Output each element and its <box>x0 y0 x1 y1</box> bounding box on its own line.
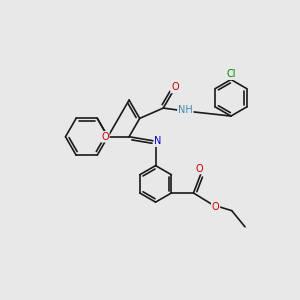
Text: O: O <box>101 132 109 142</box>
Text: NH: NH <box>178 105 193 115</box>
Text: N: N <box>154 136 162 146</box>
Text: Cl: Cl <box>226 69 236 79</box>
Text: O: O <box>212 202 219 212</box>
Text: O: O <box>196 164 203 173</box>
Text: O: O <box>171 82 179 92</box>
